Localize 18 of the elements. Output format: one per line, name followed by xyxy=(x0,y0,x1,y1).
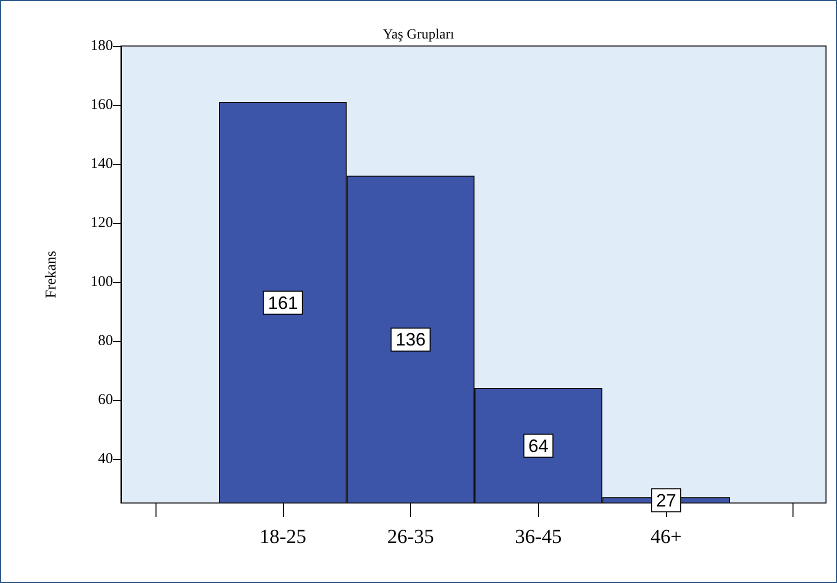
y-tick-label: 160 xyxy=(90,96,113,113)
y-tick-label: 40 xyxy=(98,450,113,467)
y-axis-title: Frekans xyxy=(44,250,60,298)
y-tick-label: 80 xyxy=(98,332,113,349)
y-tick-label: 100 xyxy=(90,274,113,290)
x-tick-label: 18-25 xyxy=(260,526,306,548)
x-tick-label: 26-35 xyxy=(387,526,434,548)
x-tick-label: 46+ xyxy=(650,526,682,548)
y-tick-label: 140 xyxy=(90,156,113,172)
chart-title: Yaş Grupları xyxy=(382,28,454,42)
x-tick-label: 36-45 xyxy=(515,526,562,548)
y-tick-label: 60 xyxy=(98,392,113,408)
data-label: 161 xyxy=(268,292,298,313)
data-label: 27 xyxy=(656,490,676,510)
data-label: 64 xyxy=(528,436,548,456)
data-label: 136 xyxy=(396,330,426,350)
y-tick-label: 120 xyxy=(90,214,113,231)
y-tick-label: 180 xyxy=(90,38,113,54)
